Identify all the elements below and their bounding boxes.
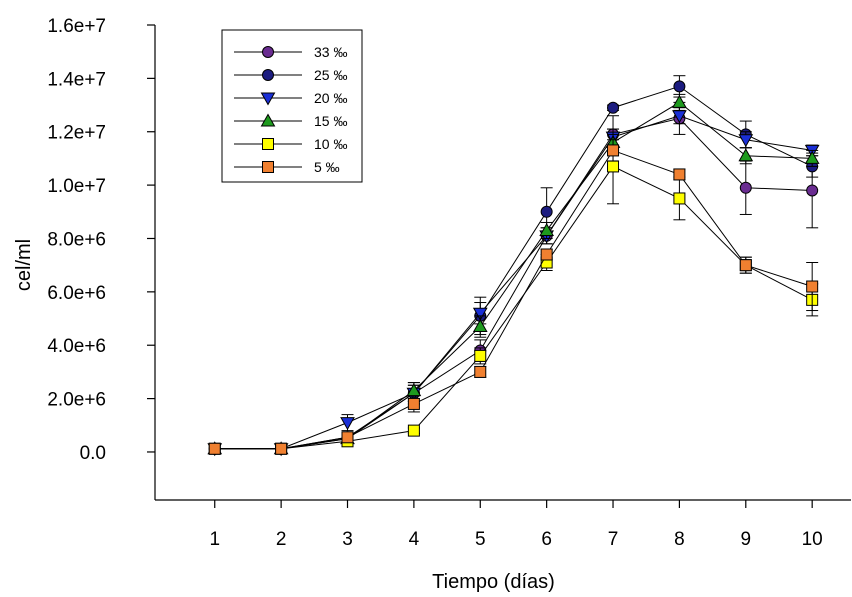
- legend-label: 10 ‰: [314, 136, 347, 152]
- data-point: [407, 397, 420, 410]
- x-axis-title: Tiempo (días): [432, 571, 555, 593]
- legend-marker: [262, 46, 274, 58]
- legend-entry: 20 ‰: [234, 90, 347, 106]
- data-point: [739, 259, 752, 272]
- data-point: [340, 417, 355, 431]
- x-tick-label: 2: [276, 529, 287, 550]
- series-layer: [207, 75, 820, 457]
- data-point: [673, 168, 686, 181]
- y-tick-label: 2.0e+6: [47, 390, 106, 411]
- data-point: [540, 248, 553, 261]
- data-point: [607, 144, 620, 157]
- data-point: [472, 307, 488, 321]
- legend-marker: [262, 138, 274, 150]
- series-5: [208, 139, 819, 455]
- y-tick-label: 4.0e+6: [47, 336, 106, 357]
- legend-entry: 25 ‰: [234, 67, 347, 83]
- series-line: [214, 115, 813, 450]
- y-axis: 0.0 2.0e+6 4.0e+6 6.0e+6 8.0e+6 1.0e+7 1.2e+7 1…: [47, 16, 155, 464]
- data-point: [739, 181, 752, 194]
- y-tick-label: 1.4e+7: [47, 69, 106, 90]
- legend-entry: 33 ‰: [234, 44, 347, 60]
- x-tick-label: 3: [342, 529, 353, 550]
- data-point: [806, 184, 819, 197]
- x-tick-label: 10: [802, 529, 823, 550]
- y-tick-label: 1.0e+7: [47, 176, 106, 197]
- x-tick-label: 5: [475, 529, 486, 550]
- x-tick-label: 9: [741, 529, 752, 550]
- legend-label: 20 ‰: [314, 90, 347, 106]
- legend-label: 5 ‰: [314, 159, 340, 175]
- series-line: [214, 101, 813, 450]
- x-tick-label: 7: [608, 529, 619, 550]
- y-tick-label: 8.0e+6: [47, 229, 106, 250]
- data-point: [672, 94, 687, 108]
- data-point: [407, 424, 420, 437]
- y-tick-label: 1.2e+7: [47, 123, 106, 144]
- legend-marker: [262, 161, 274, 173]
- plot-frame: [154, 25, 851, 501]
- legend-entry: 10 ‰: [234, 136, 347, 152]
- data-point: [474, 349, 487, 362]
- y-tick-label: 0.0: [80, 443, 106, 464]
- legend: 33 ‰ 25 ‰ 20 ‰ 15 ‰ 10 ‰ 5 ‰: [221, 29, 363, 183]
- data-point: [806, 280, 819, 293]
- data-point: [673, 192, 686, 205]
- data-point: [474, 365, 487, 378]
- x-tick-label: 6: [541, 529, 552, 550]
- data-point: [607, 160, 620, 173]
- y-tick-label: 1.6e+7: [47, 16, 106, 37]
- data-point: [738, 134, 754, 148]
- x-tick-label: 4: [409, 529, 420, 550]
- x-tick-label: 8: [674, 529, 685, 550]
- data-point: [208, 442, 221, 455]
- data-point: [539, 222, 555, 236]
- data-point: [738, 148, 754, 162]
- legend-entry: 15 ‰: [234, 113, 347, 129]
- legend-label: 15 ‰: [314, 113, 347, 129]
- data-point: [607, 101, 620, 114]
- legend-marker: [262, 69, 274, 81]
- legend-label: 33 ‰: [314, 44, 347, 60]
- legend-entry: 5 ‰: [234, 159, 340, 175]
- legend-marker: [260, 92, 276, 106]
- data-point: [673, 80, 686, 93]
- series-line: [214, 149, 813, 450]
- data-point: [341, 431, 354, 444]
- data-point: [540, 205, 553, 218]
- legend-marker: [260, 113, 276, 127]
- x-tick-label: 1: [209, 529, 220, 550]
- data-point: [275, 442, 288, 455]
- y-tick-label: 6.0e+6: [47, 283, 106, 304]
- legend-box: [221, 29, 363, 183]
- y-axis-title: cel/ml: [13, 239, 35, 291]
- legend-label: 25 ‰: [314, 67, 347, 83]
- data-point: [804, 150, 820, 164]
- data-point: [472, 319, 488, 333]
- series-line: [214, 165, 813, 450]
- x-axis: 1 2 3 4 5 6 7 8 9 10: [209, 500, 823, 550]
